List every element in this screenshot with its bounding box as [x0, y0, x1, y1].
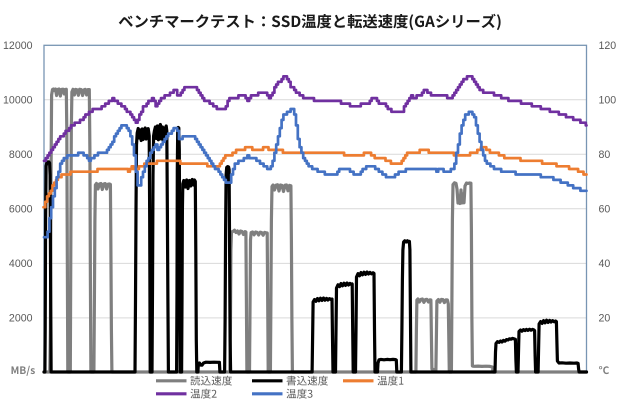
svg-text:6000: 6000 [9, 204, 33, 216]
svg-text:4000: 4000 [9, 258, 33, 270]
svg-text:12000: 12000 [3, 40, 33, 52]
svg-text:10000: 10000 [3, 95, 33, 107]
svg-text:2000: 2000 [9, 313, 33, 325]
svg-text:8000: 8000 [9, 149, 33, 161]
svg-text:80: 80 [599, 149, 611, 161]
svg-text:100: 100 [599, 95, 617, 107]
svg-text:20: 20 [599, 313, 611, 325]
svg-text:60: 60 [599, 204, 611, 216]
svg-text:120: 120 [599, 40, 617, 52]
svg-text:40: 40 [599, 258, 611, 270]
